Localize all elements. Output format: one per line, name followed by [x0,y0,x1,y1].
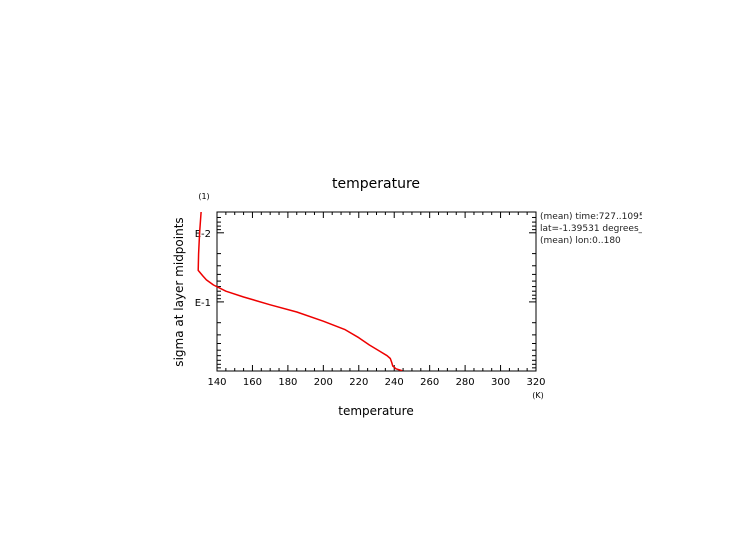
y-axis-unit: (1) [198,192,209,201]
x-tick-label: 240 [385,377,404,388]
x-tick-label: 320 [526,377,545,388]
annotation-lon: (mean) lon:0..180 [540,236,621,246]
x-tick-label: 180 [278,377,297,388]
x-axis-unit: (K) [532,391,544,400]
y-axis-label: sigma at layer midpoints [172,217,186,366]
x-tick-label: 280 [456,377,475,388]
x-tick-label: 220 [349,377,368,388]
series-line-0 [197,211,403,371]
x-tick-label: 300 [491,377,510,388]
annotation-lat: lat=-1.39531 degrees_north [540,224,667,234]
annotation-time: (mean) time:727..1095 [540,212,645,222]
chart-title: temperature [332,176,420,192]
plot-frame [216,211,537,372]
y-tick-label: E-1 [195,298,211,309]
annotation-block: (mean) time:727..1095 lat=-1.39531 degre… [540,212,667,246]
y-tick-label: E-2 [195,229,211,240]
x-tick-label: 200 [314,377,333,388]
x-tick-label: 140 [207,377,226,388]
x-axis-label: temperature [338,404,413,418]
x-tick-label: 260 [420,377,439,388]
x-tick-label: 160 [243,377,262,388]
